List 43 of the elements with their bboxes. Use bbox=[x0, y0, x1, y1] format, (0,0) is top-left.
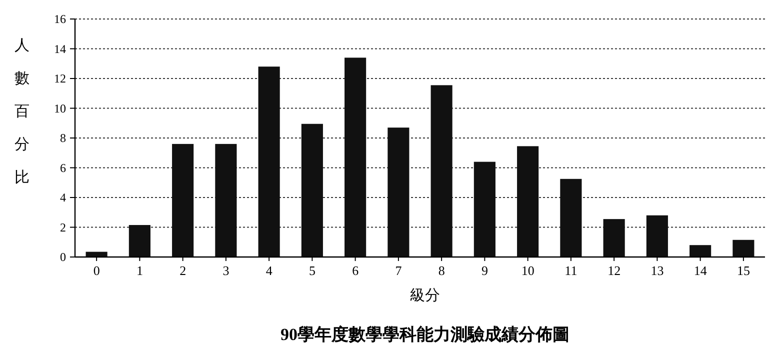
x-tick-label: 8 bbox=[438, 263, 445, 278]
bar bbox=[732, 240, 754, 257]
bar bbox=[215, 144, 237, 257]
y-tick-label: 16 bbox=[54, 12, 66, 26]
x-tick-label: 11 bbox=[564, 263, 578, 278]
bar bbox=[646, 215, 668, 257]
x-tick-label: 7 bbox=[395, 263, 402, 278]
y-tick-label: 4 bbox=[60, 190, 66, 204]
bar bbox=[603, 219, 625, 257]
y-tick-label: 12 bbox=[54, 72, 66, 86]
x-axis-title: 級分 bbox=[410, 287, 440, 304]
y-tick-label: 2 bbox=[60, 220, 66, 234]
y-axis-title: 人數百分比 bbox=[14, 38, 30, 186]
y-tick-label: 10 bbox=[54, 101, 66, 116]
y-tick-label: 8 bbox=[60, 131, 66, 145]
x-tick-label: 12 bbox=[608, 263, 621, 278]
x-tick-label: 3 bbox=[222, 263, 230, 278]
x-tick-label: 14 bbox=[694, 263, 708, 278]
bar bbox=[172, 144, 194, 257]
x-tick-label: 1 bbox=[136, 263, 143, 278]
x-tick-label: 13 bbox=[650, 263, 664, 278]
x-tick-label: 10 bbox=[521, 263, 534, 278]
x-tick-label: 0 bbox=[93, 263, 100, 278]
bar bbox=[258, 66, 280, 257]
x-tick-label: 6 bbox=[352, 263, 360, 278]
bar bbox=[474, 162, 496, 257]
x-tick-label: 9 bbox=[481, 263, 488, 278]
y-tick-label: 6 bbox=[60, 160, 66, 175]
bar bbox=[517, 146, 539, 257]
y-tick-label: 14 bbox=[54, 42, 66, 56]
bar bbox=[128, 225, 150, 257]
x-tick-label: 5 bbox=[308, 263, 316, 278]
bar bbox=[344, 58, 366, 257]
bar bbox=[560, 178, 582, 257]
x-tick-label: 2 bbox=[180, 263, 186, 278]
bar bbox=[690, 245, 712, 257]
bar bbox=[388, 128, 410, 257]
text: 90學年度數學學科能力測驗成績分佈圖 bbox=[280, 325, 570, 344]
bar bbox=[301, 124, 323, 257]
bar bbox=[430, 85, 452, 257]
x-tick-label: 4 bbox=[266, 263, 273, 278]
x-tick-label: 15 bbox=[736, 263, 750, 278]
y-tick-label: 0 bbox=[60, 250, 66, 264]
